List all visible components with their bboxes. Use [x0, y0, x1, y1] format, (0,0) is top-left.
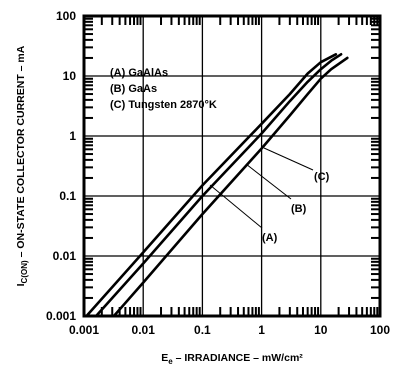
plot-frame	[82, 14, 382, 318]
legend: (A) GaAlAs (B) GaAs (C) Tungsten 2870°K	[110, 67, 217, 111]
y-axis-title-rest: – ON-STATE COLLECTOR CURRENT – mA	[15, 45, 27, 260]
x-tick-label: 0.01	[132, 323, 156, 337]
x-axis-title-rest: – IRRADIANCE – mW/cm²	[173, 352, 304, 364]
x-tick-label: 0.1	[194, 323, 211, 337]
series-line-a	[85, 52, 338, 318]
x-tick-label: 10	[314, 323, 328, 337]
grid	[84, 16, 380, 316]
callout-leader-b	[245, 163, 292, 200]
x-tick-label: 1	[258, 323, 265, 337]
legend-entry-c: (C) Tungsten 2870°K	[110, 99, 217, 111]
y-axis-title-sub: C(ON)	[20, 260, 29, 283]
y-tick-label: 10	[63, 69, 77, 83]
x-tick-labels: 0.001 0.01 0.1 1 10 100	[69, 323, 390, 337]
callout-label-c: (C)	[314, 171, 330, 183]
callout-label-a: (A)	[262, 232, 278, 244]
callout-leader-c	[263, 147, 314, 171]
y-axis-title-main: I	[15, 283, 27, 286]
callout-leader-a	[209, 184, 263, 229]
y-tick-label: 100	[56, 9, 76, 23]
legend-entry-a: (A) GaAlAs	[110, 67, 168, 79]
x-tick-label: 0.001	[69, 323, 99, 337]
y-tick-labels: 0.001 0.01 0.1 1 10 100	[46, 9, 76, 323]
series-group	[85, 52, 349, 318]
legend-entry-b: (B) GaAs	[110, 83, 157, 95]
y-tick-label: 0.001	[46, 309, 76, 323]
callouts: (C) (B) (A)	[209, 147, 330, 244]
y-tick-label: 0.1	[59, 189, 76, 203]
y-axis-title: IC(ON) – ON-STATE COLLECTOR CURRENT – mA	[15, 45, 29, 286]
x-axis-title-sub: e	[168, 357, 173, 366]
x-axis-title-main: E	[161, 352, 168, 364]
series-line-b	[94, 52, 343, 318]
y-tick-label: 1	[69, 129, 76, 143]
x-axis-title: Ee – IRRADIANCE – mW/cm²	[161, 352, 303, 366]
callout-label-b: (B)	[291, 203, 307, 215]
series-line-c	[112, 56, 349, 318]
x-tick-label: 100	[370, 323, 390, 337]
y-tick-label: 0.01	[53, 249, 77, 263]
